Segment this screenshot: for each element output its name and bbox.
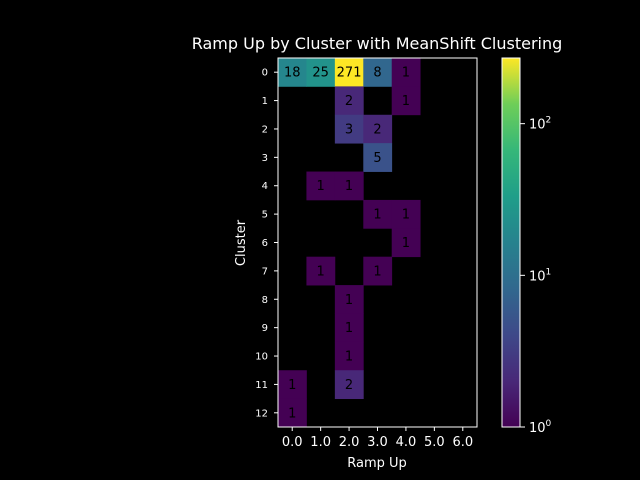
cell-value-label: 1	[402, 66, 410, 81]
y-tick-label: 12	[255, 408, 268, 419]
colorbar-tick-exponent: 2	[546, 116, 552, 126]
heatmap-cell	[391, 199, 421, 229]
heatmap-cell	[306, 256, 336, 286]
heatmap-cell	[334, 58, 364, 87]
x-axis-label: Ramp Up	[347, 456, 407, 471]
cell-value-label: 1	[373, 264, 381, 279]
heatmap-cell	[363, 58, 393, 87]
cell-value-label: 8	[373, 66, 381, 81]
colorbar-tick-base: 10	[529, 421, 546, 436]
heatmap-cell	[306, 171, 336, 201]
heatmap-cell	[334, 370, 364, 400]
heatmap-cell	[278, 58, 307, 87]
heatmap-cell	[278, 398, 307, 428]
heatmap-cell	[363, 199, 393, 229]
x-tick-label: 6.0	[452, 435, 473, 450]
y-axis-label: Cluster	[234, 219, 249, 266]
heatmap-cell	[334, 285, 364, 314]
cell-value-label: 2	[345, 378, 353, 393]
colorbar-tick-exponent: 0	[546, 419, 552, 429]
y-tick-label: 7	[262, 266, 268, 277]
x-tick-label: 0.0	[282, 435, 303, 450]
chart-title: Ramp Up by Cluster with MeanShift Cluste…	[192, 34, 563, 53]
heatmap-cell	[278, 370, 307, 400]
x-axis-ticks: 0.0 1.0 2.0 3.0 4.0 5.0 6.0	[282, 427, 473, 450]
y-tick-label: 1	[262, 96, 268, 107]
x-tick-label: 3.0	[367, 435, 388, 450]
y-tick-label: 2	[262, 124, 268, 135]
colorbar-tick-base: 10	[529, 269, 546, 284]
heatmap-cell	[334, 86, 364, 116]
y-tick-label: 4	[262, 181, 268, 192]
heatmap-cell	[334, 114, 364, 144]
cell-value-label: 1	[345, 293, 353, 308]
heatmap-cell	[363, 256, 393, 286]
plot-frame	[277, 57, 478, 428]
cell-value-label: 25	[312, 66, 329, 81]
heatmap-cell	[391, 58, 421, 87]
cell-value-label: 1	[288, 406, 296, 421]
y-tick-label: 5	[262, 210, 268, 221]
cell-value-label: 5	[373, 151, 381, 166]
x-tick-label: 2.0	[339, 435, 360, 450]
cell-value-label: 1	[317, 179, 325, 194]
heatmap-cell	[391, 86, 421, 116]
colorbar-tick-label: 102	[529, 116, 551, 133]
colorbar	[501, 57, 521, 428]
cell-value-label: 1	[402, 236, 410, 251]
y-tick-label: 0	[262, 68, 268, 79]
y-tick-label: 8	[262, 295, 268, 306]
colorbar-tick-label: 101	[529, 267, 551, 284]
y-tick-label: 6	[262, 238, 268, 249]
heatmap-cell	[306, 58, 336, 87]
y-tick-label: 9	[262, 323, 268, 334]
colorbar-tick-exponent: 1	[546, 267, 552, 277]
heatmap-cell	[334, 313, 364, 343]
cell-value-label: 1	[288, 378, 296, 393]
y-tick-label: 3	[262, 153, 268, 164]
heatmap-cell	[334, 341, 364, 371]
cell-value-label: 271	[337, 66, 362, 81]
y-tick-label: 10	[255, 352, 268, 363]
cell-value-label: 1	[373, 208, 381, 223]
x-tick-label: 5.0	[424, 435, 445, 450]
cell-value-label: 3	[345, 122, 353, 137]
cell-value-label: 2	[373, 122, 381, 137]
x-tick-label: 1.0	[310, 435, 331, 450]
colorbar-tick-base: 10	[529, 118, 546, 133]
cell-value-label: 1	[345, 179, 353, 194]
cell-value-label: 1	[345, 350, 353, 365]
x-tick-label: 4.0	[396, 435, 417, 450]
cell-value-label: 2	[345, 94, 353, 109]
heatmap-cell	[363, 143, 393, 172]
heatmap-cell	[334, 171, 364, 201]
heatmap-cell	[391, 228, 421, 258]
heatmap-cell	[363, 114, 393, 144]
y-tick-label: 11	[255, 380, 268, 391]
cell-value-label: 1	[317, 264, 325, 279]
cell-value-label: 1	[345, 321, 353, 336]
colorbar-tick-label: 100	[529, 419, 552, 436]
cell-value-label: 1	[402, 94, 410, 109]
cell-value-label: 1	[402, 208, 410, 223]
cell-value-label: 18	[284, 66, 301, 81]
